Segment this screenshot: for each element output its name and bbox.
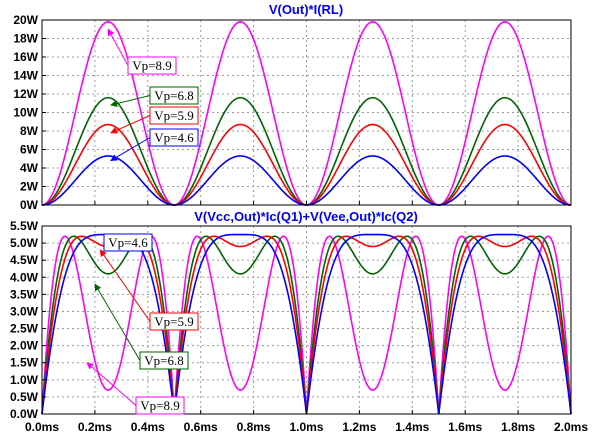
y-tick-label: 4.5W bbox=[10, 253, 39, 267]
y-tick-label: 3.5W bbox=[10, 287, 39, 301]
x-axis-ticks: 0.0ms 0.2ms 0.4ms 0.6ms 0.8ms 1.0ms 1.2ms 1.4ms… bbox=[25, 410, 588, 434]
transistor-dissipation-panel: 0.0ms 0.2ms 0.4ms 0.6ms 0.8ms 1.0ms 1.2ms 1.4ms… bbox=[10, 209, 588, 434]
x-tick-label: 1.0ms bbox=[289, 420, 323, 434]
x-tick-label: 0.0ms bbox=[25, 420, 59, 434]
y-tick-label: 18W bbox=[13, 32, 38, 46]
annotation-box bbox=[149, 106, 199, 125]
x-tick-label: 1.8ms bbox=[501, 420, 535, 434]
y-tick-label: 1.5W bbox=[10, 356, 39, 370]
x-tick-label: 0.8ms bbox=[237, 420, 271, 434]
annotation-box bbox=[149, 312, 199, 331]
y-tick-label: 4.0W bbox=[10, 270, 39, 284]
panel-title: V(Vcc,Out)*Ic(Q1)+V(Vee,Out)*Ic(Q2) bbox=[194, 209, 418, 224]
y-tick-label: 5.5W bbox=[10, 219, 39, 233]
y-tick-label: 14W bbox=[13, 69, 38, 83]
annotation-arrow bbox=[110, 115, 151, 134]
annotation-label: Vp=6.8 bbox=[154, 88, 193, 103]
annotation-box bbox=[139, 351, 189, 370]
series-line bbox=[41, 21, 572, 206]
y-tick-label: 4W bbox=[20, 161, 39, 175]
annotations: Vp=4.6 Vp=5.9 Vp=6.8 Vp=8.9 bbox=[86, 233, 199, 415]
annotation-arrow bbox=[110, 137, 151, 162]
y-tick-label: 3.0W bbox=[10, 304, 39, 318]
plot-frame bbox=[41, 225, 572, 415]
y-tick-label: 16W bbox=[13, 50, 38, 64]
annotation-label: Vp=4.6 bbox=[108, 235, 148, 250]
annotation-label: Vp=8.9 bbox=[132, 58, 171, 73]
x-tick-label: 0.6ms bbox=[184, 420, 218, 434]
y-tick-label: 8W bbox=[20, 124, 39, 138]
annotation-label: Vp=8.9 bbox=[140, 398, 179, 413]
y-tick-label: 2W bbox=[20, 180, 39, 194]
annotation-box bbox=[149, 86, 199, 105]
y-axis-ticks: 0W 2W 4W 6W 8W 10W 12W 14W 16W 18W 20W bbox=[13, 13, 46, 212]
x-axis-ticks bbox=[41, 201, 572, 205]
annotation-label: Vp=6.8 bbox=[144, 353, 183, 368]
annotation-arrow bbox=[110, 95, 151, 108]
x-tick-label: 0.2ms bbox=[78, 420, 112, 434]
annotation-label: Vp=5.9 bbox=[154, 108, 193, 123]
annotation-label: Vp=5.9 bbox=[154, 314, 193, 329]
y-axis-ticks: 0.0W 0.5W 1.0W 1.5W 2.0W 2.5W 3.0W 3.5W 4.0W 4.5W… bbox=[10, 219, 46, 421]
y-tick-label: 0.5W bbox=[10, 390, 39, 404]
y-tick-label: 2.0W bbox=[10, 339, 39, 353]
grid bbox=[42, 226, 571, 414]
annotation-box bbox=[149, 128, 199, 147]
x-tick-label: 2.0ms bbox=[554, 420, 588, 434]
panel-title: V(Out)*I(RL) bbox=[269, 2, 343, 17]
x-tick-label: 1.4ms bbox=[395, 420, 429, 434]
x-tick-label: 1.2ms bbox=[342, 420, 376, 434]
annotation-arrow bbox=[99, 249, 151, 322]
y-tick-label: 20W bbox=[13, 13, 38, 27]
x-tick-label: 1.6ms bbox=[448, 420, 482, 434]
annotation-box bbox=[135, 396, 185, 415]
y-tick-label: 0W bbox=[20, 198, 39, 212]
traces bbox=[41, 21, 572, 206]
annotation-arrow bbox=[94, 283, 141, 361]
grid bbox=[42, 20, 571, 205]
annotation-box bbox=[103, 233, 153, 252]
annotation-arrow bbox=[107, 28, 129, 66]
y-tick-label: 0.0W bbox=[10, 407, 39, 421]
x-tick-label: 0.4ms bbox=[131, 420, 165, 434]
annotations: Vp=8.9 Vp=6.8 Vp=5.9 Vp=4.6 bbox=[107, 28, 199, 162]
plot-frame bbox=[41, 19, 572, 206]
annotation-arrow bbox=[86, 362, 137, 406]
annotation-box bbox=[127, 56, 177, 75]
y-tick-label: 5.0W bbox=[10, 236, 39, 250]
load-power-panel: 0W 2W 4W 6W 8W 10W 12W 14W 16W 18W 20W Vp=8.9 Vp=6.… bbox=[13, 2, 572, 212]
annotation-label: Vp=4.6 bbox=[154, 130, 194, 145]
y-tick-label: 1.0W bbox=[10, 373, 39, 387]
y-tick-label: 6W bbox=[20, 143, 39, 157]
y-tick-label: 10W bbox=[13, 106, 38, 120]
y-tick-label: 12W bbox=[13, 87, 38, 101]
y-tick-label: 2.5W bbox=[10, 322, 39, 336]
